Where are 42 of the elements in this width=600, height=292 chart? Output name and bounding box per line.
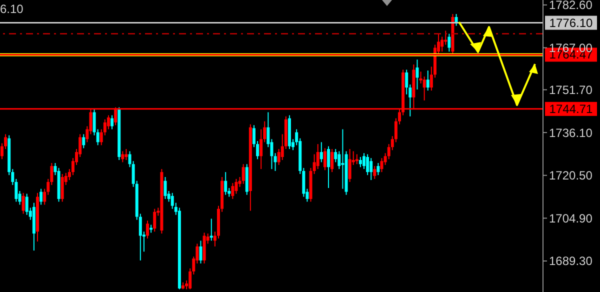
candlestick: [22, 192, 25, 214]
ref-line-label: 1776.10: [549, 16, 594, 30]
candlestick: [416, 59, 419, 90]
candlestick: [242, 164, 245, 184]
candlestick: [320, 142, 323, 163]
y-tick-label: 1689.30: [549, 254, 593, 268]
candlestick: [210, 218, 213, 242]
candlestick: [121, 150, 124, 163]
candlestick: [274, 152, 277, 172]
candlestick: [373, 166, 376, 180]
candlestick: [358, 156, 362, 168]
candlestick: [366, 154, 370, 176]
candlestick: [124, 148, 128, 160]
candlestick: [323, 148, 326, 171]
candlestick: [341, 128, 344, 190]
candlestick: [110, 114, 114, 130]
candlestick: [40, 188, 43, 206]
candlestick: [82, 134, 86, 149]
candlestick: [164, 176, 167, 200]
candlestick: [348, 148, 352, 182]
y-tick-label: 1720.50: [549, 168, 593, 183]
y-tick-label: 1736.10: [549, 126, 593, 140]
ref-line-label: 1744.71: [549, 102, 594, 116]
candlestick: [146, 220, 150, 239]
annotation: 6.10: [0, 2, 24, 16]
y-tick-label: 1751.70: [549, 83, 593, 97]
y-tick-label: 1782.60: [549, 0, 593, 12]
candlestick: [231, 182, 234, 200]
candlestick: [327, 146, 330, 188]
candlestick: [355, 154, 358, 165]
candlestick: [153, 208, 156, 232]
candlestick: [370, 158, 373, 181]
y-tick-label: 1704.90: [549, 211, 593, 226]
candlestick: [380, 158, 384, 173]
candlestick: [448, 33, 451, 52]
candlestick: [330, 148, 334, 173]
candlestick: [316, 144, 320, 170]
candlestick: [60, 173, 64, 202]
candlestick: [376, 162, 380, 176]
candlestick: [426, 70, 430, 92]
candlestick: [199, 240, 202, 264]
candlestick: [224, 172, 228, 196]
